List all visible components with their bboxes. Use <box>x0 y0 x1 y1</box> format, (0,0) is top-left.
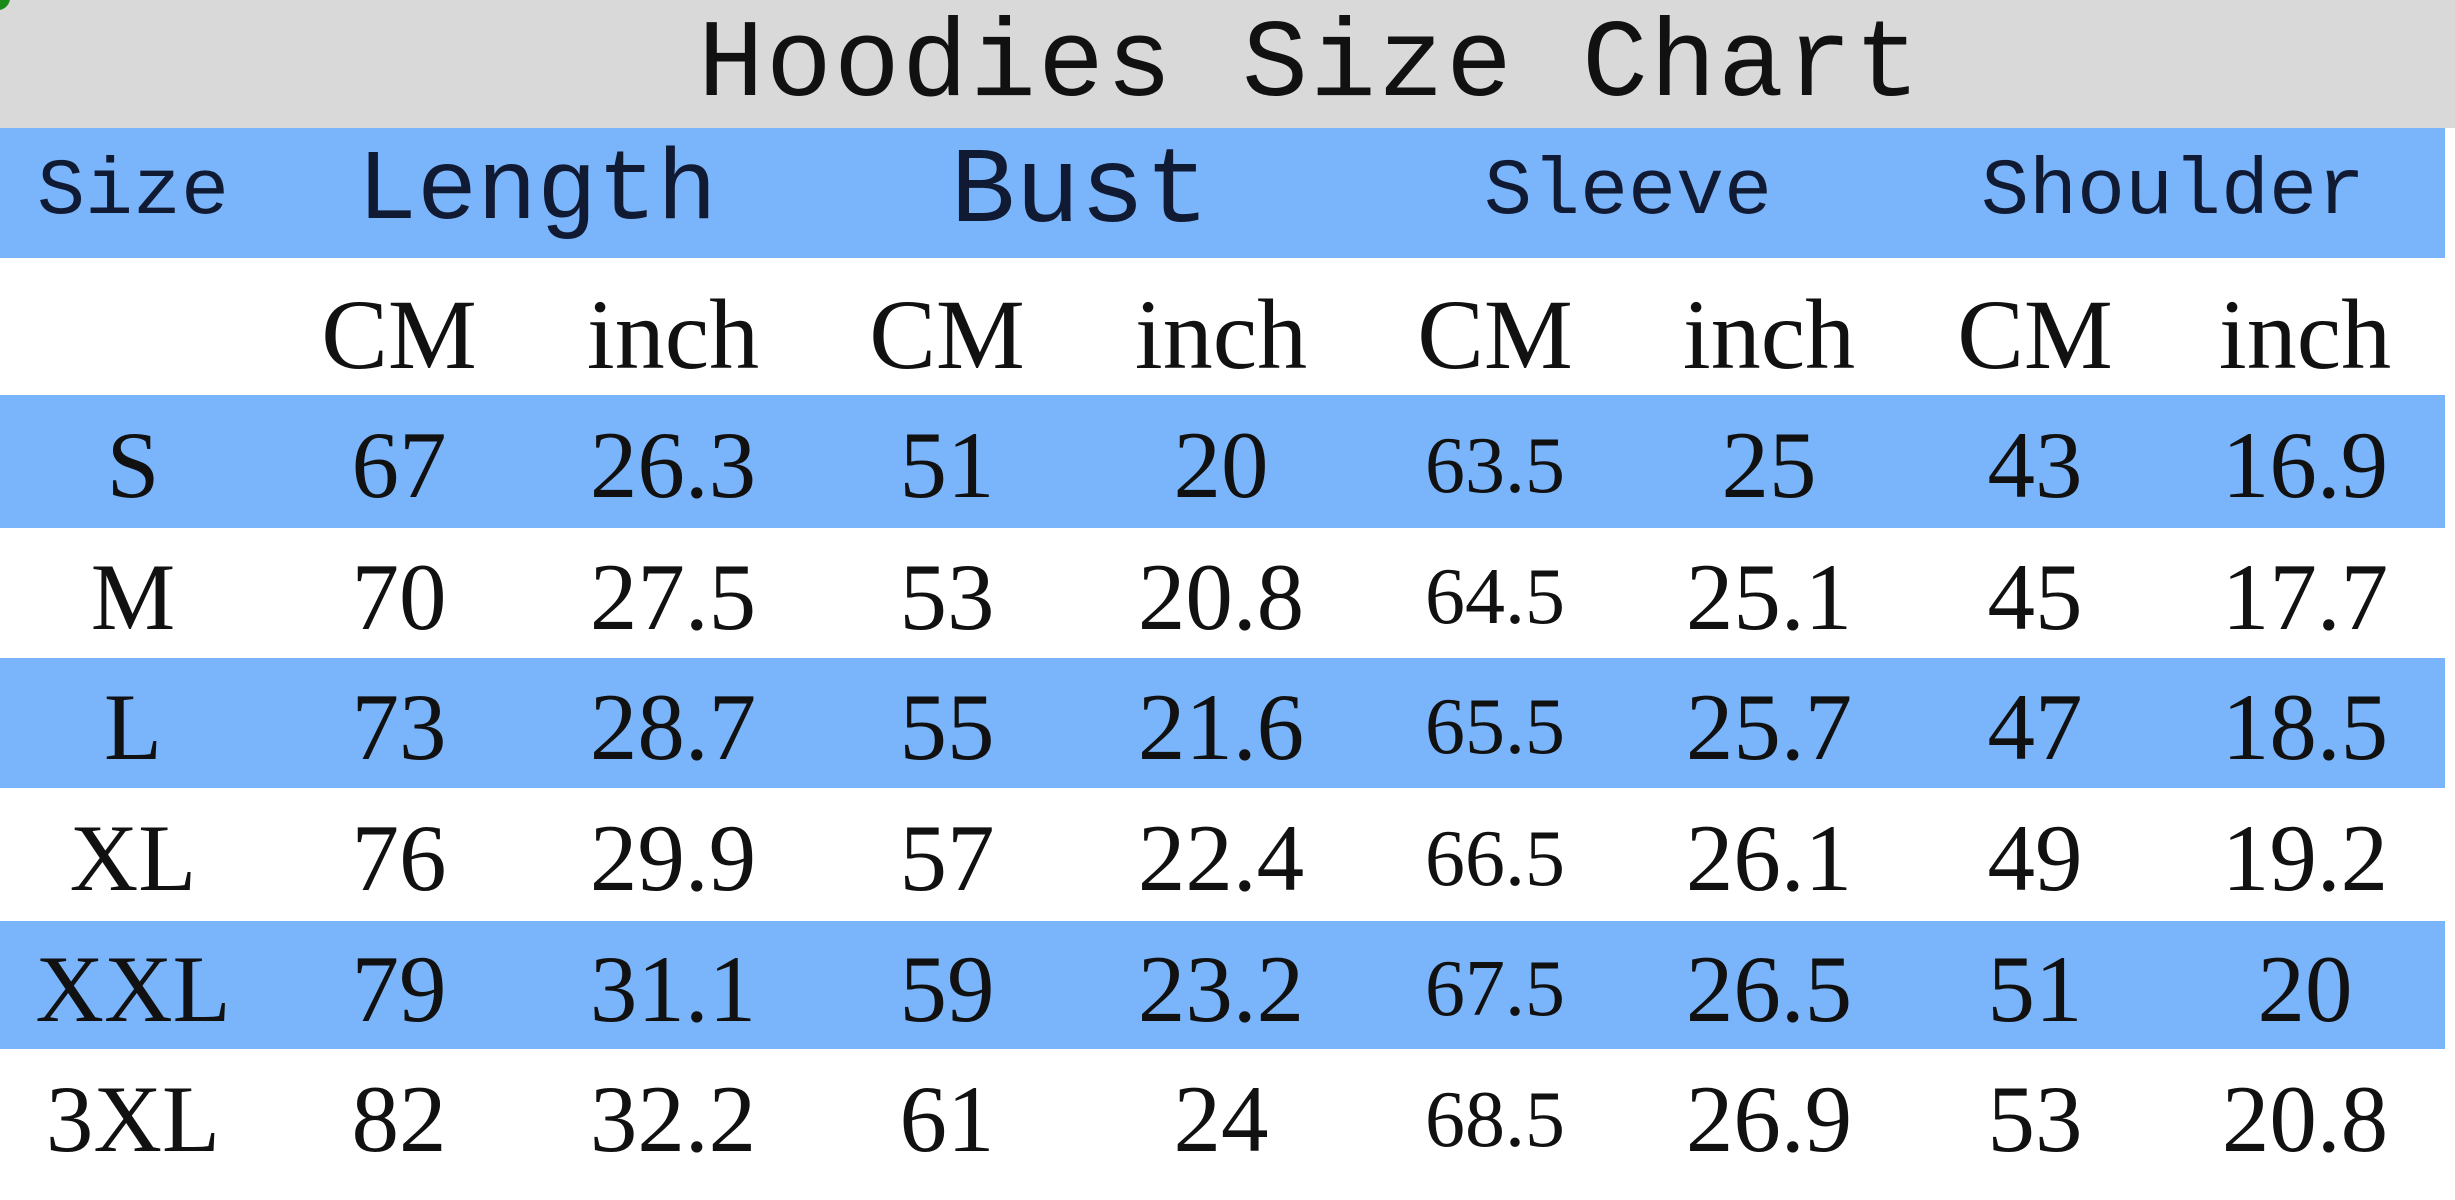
table-cell: 29.9 <box>589 805 757 911</box>
table-cell: 53 <box>1987 1066 2083 1172</box>
table-cell: 49 <box>1987 805 2083 911</box>
table-cell: 64.5 <box>1425 553 1565 641</box>
size-label: XXL <box>35 935 231 1042</box>
table-cell: 25 <box>1721 412 1817 518</box>
table-cell: 20.8 <box>1137 543 1305 650</box>
table-cell: 67 <box>351 412 447 518</box>
row-band-xxl <box>0 921 2445 1049</box>
table-cell: 68.5 <box>1425 1075 1565 1164</box>
unit-label-inch: inch <box>586 279 760 390</box>
size-label: XL <box>69 805 197 911</box>
table-cell: 22.4 <box>1137 805 1305 911</box>
table-cell: 79 <box>351 935 447 1042</box>
header-size: Size <box>36 147 230 238</box>
chart-title: Hoodies Size Chart <box>697 4 1923 129</box>
row-band-s <box>0 395 2445 528</box>
table-cell: 16.9 <box>2221 412 2389 518</box>
size-label: S <box>106 412 160 518</box>
header-length: Length <box>356 136 718 249</box>
table-cell: 76 <box>351 805 447 911</box>
header-sleeve: Sleeve <box>1483 147 1773 238</box>
table-cell: 53 <box>899 543 995 650</box>
corner-marker-icon <box>0 0 10 10</box>
unit-label-cm: CM <box>1957 279 2113 390</box>
unit-label-inch: inch <box>1682 279 1856 390</box>
table-cell: 25.1 <box>1685 543 1853 650</box>
table-cell: 61 <box>899 1066 995 1172</box>
table-cell: 47 <box>1987 673 2083 780</box>
unit-label-cm: CM <box>1417 279 1573 390</box>
table-cell: 23.2 <box>1137 935 1305 1042</box>
table-cell: 20 <box>1173 412 1269 518</box>
table-cell: 26.9 <box>1685 1066 1853 1172</box>
table-cell: 24 <box>1173 1066 1269 1172</box>
table-cell: 82 <box>351 1066 447 1172</box>
table-cell: 55 <box>899 673 995 780</box>
table-cell: 57 <box>899 805 995 911</box>
header-shoulder: Shoulder <box>1980 147 2366 238</box>
table-cell: 17.7 <box>2221 543 2389 650</box>
table-cell: 20 <box>2257 935 2353 1042</box>
table-cell: 27.5 <box>589 543 757 650</box>
table-cell: 20.8 <box>2221 1066 2389 1172</box>
table-cell: 51 <box>1987 935 2083 1042</box>
table-cell: 18.5 <box>2221 673 2389 780</box>
table-cell: 65.5 <box>1425 683 1565 771</box>
table-cell: 66.5 <box>1425 814 1565 903</box>
table-cell: 63.5 <box>1425 421 1565 510</box>
table-cell: 70 <box>351 543 447 650</box>
title-band <box>0 0 2455 128</box>
table-cell: 19.2 <box>2221 805 2389 911</box>
table-cell: 21.6 <box>1137 673 1305 780</box>
table-cell: 32.2 <box>589 1066 757 1172</box>
table-cell: 59 <box>899 935 995 1042</box>
table-cell: 45 <box>1987 543 2083 650</box>
size-label: M <box>90 543 176 650</box>
unit-label-inch: inch <box>1134 279 1308 390</box>
table-cell: 43 <box>1987 412 2083 518</box>
unit-label-cm: CM <box>321 279 477 390</box>
header-bust: Bust <box>950 132 1210 254</box>
table-cell: 67.5 <box>1425 945 1565 1033</box>
table-cell: 28.7 <box>589 673 757 780</box>
header-row <box>0 128 2445 258</box>
table-cell: 25.7 <box>1685 673 1853 780</box>
table-cell: 31.1 <box>589 935 757 1042</box>
table-cell: 26.1 <box>1685 805 1853 911</box>
row-band-l <box>0 658 2445 788</box>
table-cell: 51 <box>899 412 995 518</box>
table-cell: 73 <box>351 673 447 780</box>
size-label: 3XL <box>45 1066 221 1172</box>
table-cell: 26.3 <box>589 412 757 518</box>
table-cell: 26.5 <box>1685 935 1853 1042</box>
unit-label-inch: inch <box>2218 279 2392 390</box>
unit-label-cm: CM <box>869 279 1025 390</box>
size-label: L <box>103 673 163 780</box>
